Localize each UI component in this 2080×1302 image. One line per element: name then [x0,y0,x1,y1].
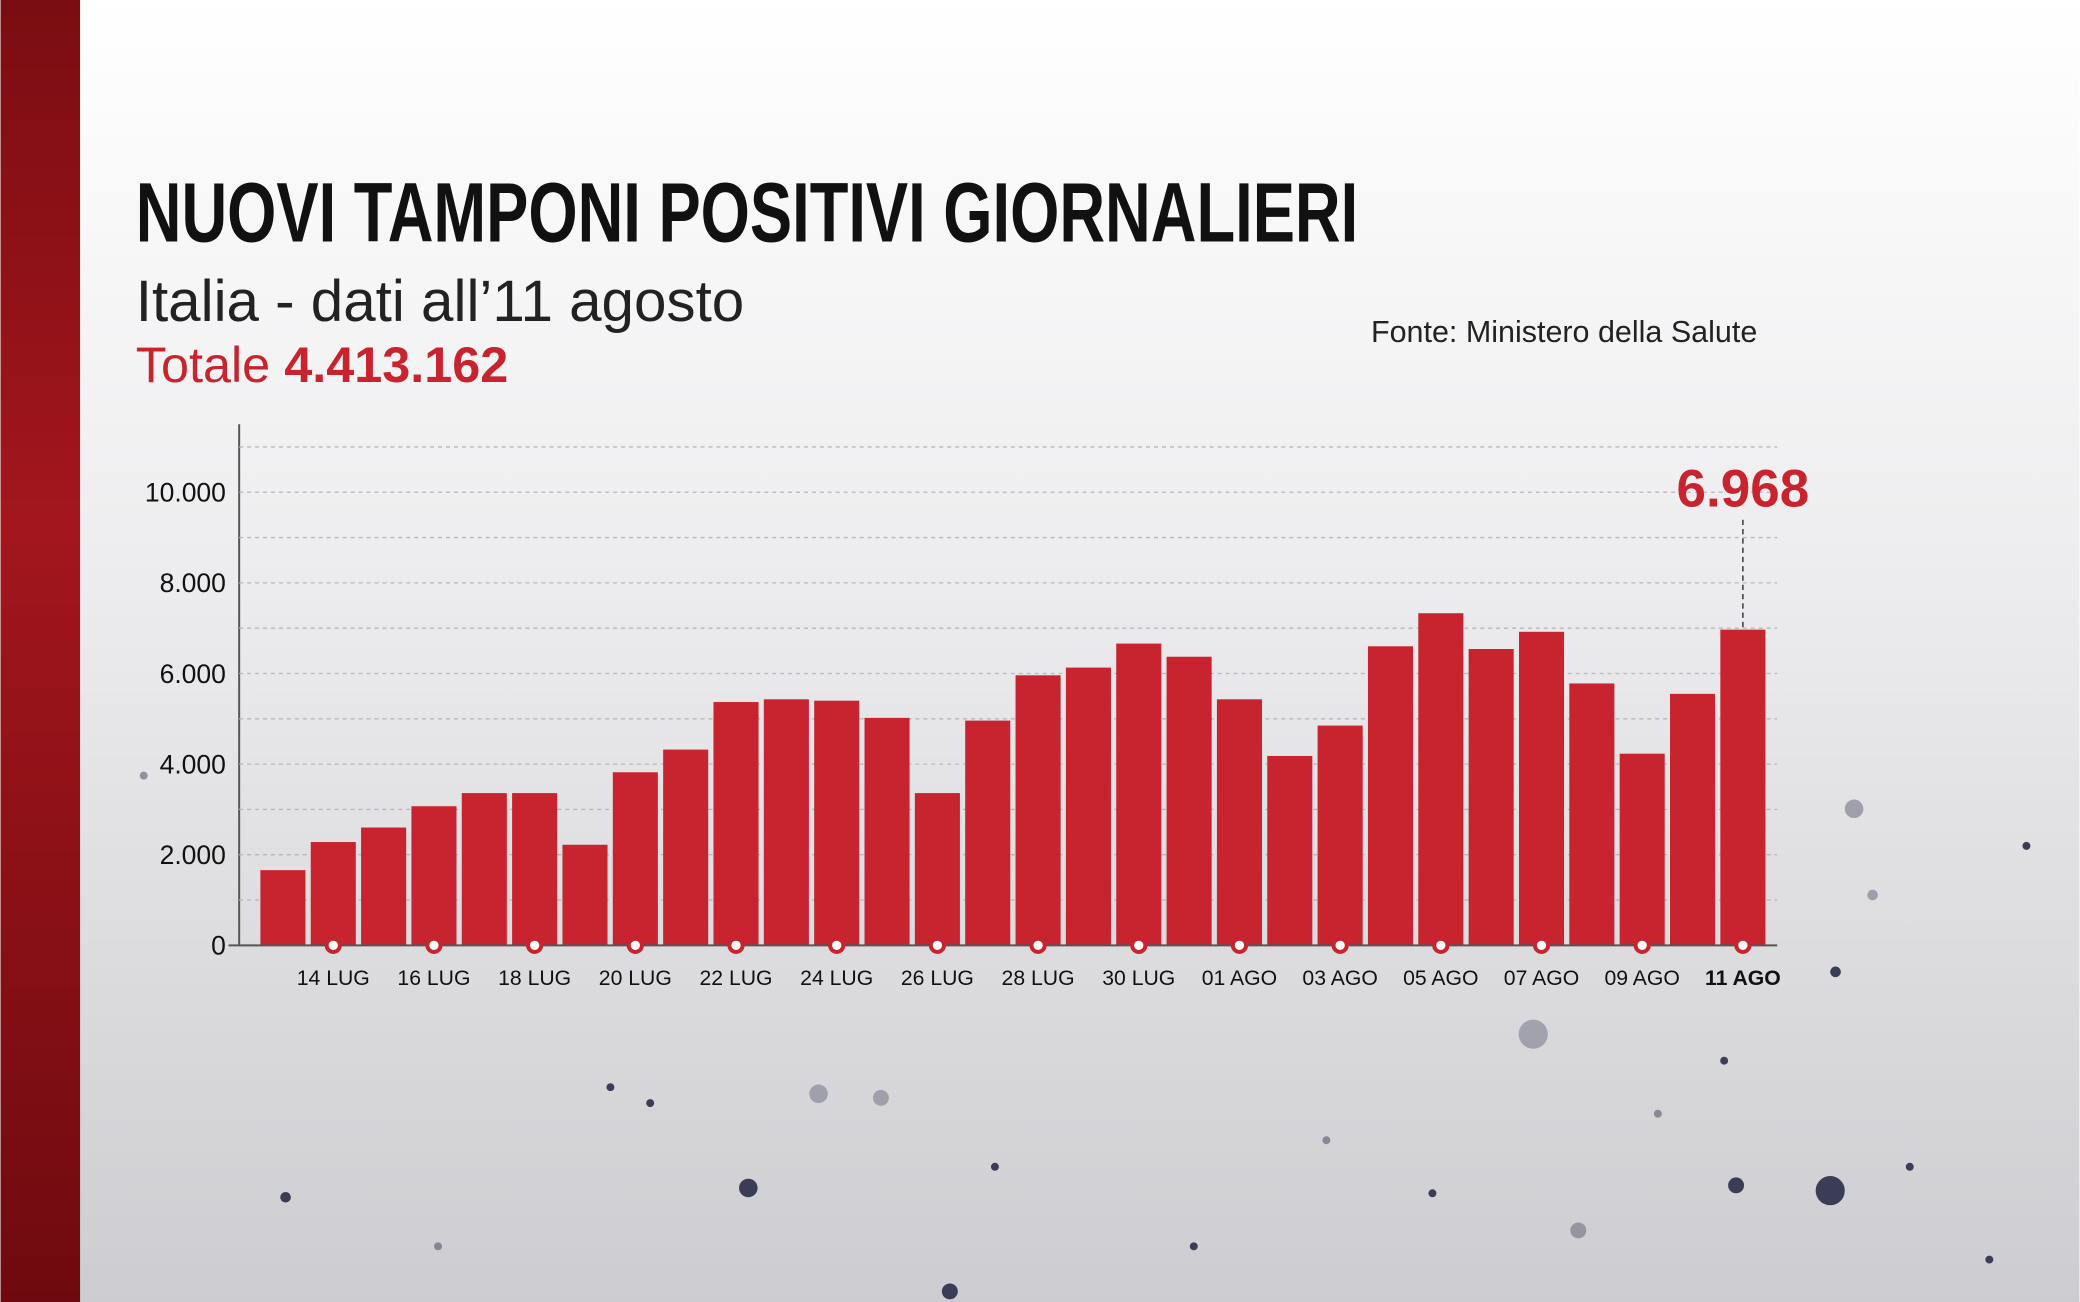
axis-dot [1432,936,1450,954]
bar [1065,667,1111,946]
chart-title: NUOVI TAMPONI POSITIVI GIORNALIERI [136,164,1358,259]
bar [1569,683,1615,946]
bar [713,702,759,946]
x-tick-label: 14 LUG [297,967,370,990]
axis-dot [1331,936,1349,954]
bar [1367,646,1414,946]
x-tick-label: 26 LUG [901,967,974,990]
bar [1267,755,1313,946]
bar [1317,725,1363,946]
x-tick-label: 01 AGO [1202,967,1277,990]
subtitle: Italia - dati all’11 agosto [136,269,745,334]
total: Totale 4.413.162 [136,336,509,393]
bar [814,700,860,946]
bar [260,870,306,946]
bar [1216,699,1262,946]
bar [1116,643,1162,946]
source: Fonte: Ministero della Salute [1371,315,1757,349]
bar [914,793,960,946]
bar [763,699,809,946]
bar [361,827,407,946]
x-tick-label: 07 AGO [1504,967,1579,990]
axis-dot [526,936,544,954]
bar [1720,629,1766,946]
x-tick-label: 30 LUG [1102,967,1175,990]
axis-dot [425,936,443,954]
y-tick-label: 10.000 [145,478,226,508]
x-tick-label: 20 LUG [599,967,672,990]
total-value: 4.413.162 [284,336,508,393]
axis-dot [324,936,342,954]
y-tick-label: 4.000 [160,749,226,779]
x-tick-label: 03 AGO [1302,967,1377,990]
x-tick-label: 11 AGO [1705,967,1781,990]
axis-dot [1130,936,1148,954]
axis-dot [1734,936,1752,954]
bar [1468,649,1514,946]
bar [1619,753,1665,946]
bar [1518,631,1565,946]
axis-dot [626,936,644,954]
side-stripe [0,0,81,1302]
axis-dot [1230,936,1249,954]
axis-dot [727,936,745,954]
x-tick-label: 24 LUG [800,967,873,990]
bar [310,842,356,946]
axis-dot [828,936,846,954]
bar [562,844,608,946]
speckles [139,771,2031,1300]
x-tick-label: 22 LUG [699,967,772,990]
y-tick-label: 2.000 [160,840,226,870]
bar [1418,613,1464,946]
y-tick-label: 0 [211,931,226,961]
x-tick-label: 16 LUG [397,967,470,990]
bar [461,793,507,946]
x-tick-label: 28 LUG [1002,967,1075,990]
bar [411,806,457,946]
bar [1015,675,1061,946]
total-label: Totale [136,336,270,393]
bar [612,772,658,946]
axis-dot [1029,936,1047,954]
bar [1166,656,1212,946]
axis-dot [1633,936,1651,954]
x-tick-label: 18 LUG [498,967,571,990]
y-tick-label: 8.000 [160,568,226,598]
value-label: 6.968 [1677,459,1810,518]
y-tick-label: 6.000 [160,659,226,689]
x-tick-label: 09 AGO [1604,967,1679,990]
bar [1669,693,1716,946]
x-tick-label: 05 AGO [1403,967,1478,990]
bar [512,793,558,946]
bar [663,749,709,946]
bar [965,720,1011,946]
axis-dot [928,936,947,954]
bar [864,717,910,946]
axis-dot [1532,936,1551,954]
